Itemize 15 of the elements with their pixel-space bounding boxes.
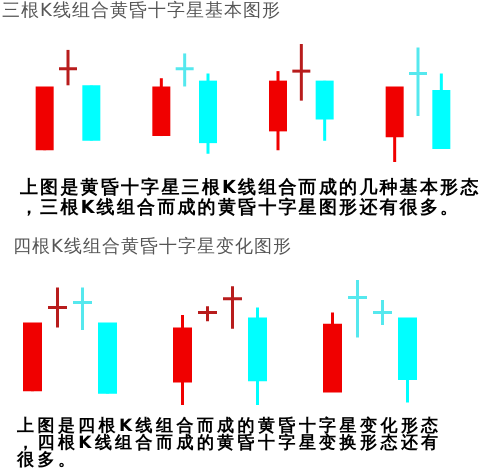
candlestick — [73, 288, 92, 330]
candlestick — [348, 280, 367, 338]
candlestick — [48, 288, 67, 328]
candlestick — [292, 44, 310, 101]
text: ，三根K线组合而成的黄昏十字星图形还有很多。 — [20, 197, 460, 218]
chart-title: 三根K线组合黄昏十字星基本图形 — [2, 0, 281, 21]
candlestick — [176, 53, 194, 86]
text: 上图是黄昏十字星三根K线组合而成的几种基本形态 — [20, 177, 481, 198]
candlestick — [373, 300, 392, 325]
text: 很多。 — [17, 450, 78, 470]
candlestick — [59, 50, 77, 86]
candlestick — [223, 286, 242, 329]
chart-title: 四根K线组合黄昏十字星变化图形 — [13, 236, 292, 257]
candlestick — [198, 306, 217, 322]
candlestick — [409, 48, 427, 116]
